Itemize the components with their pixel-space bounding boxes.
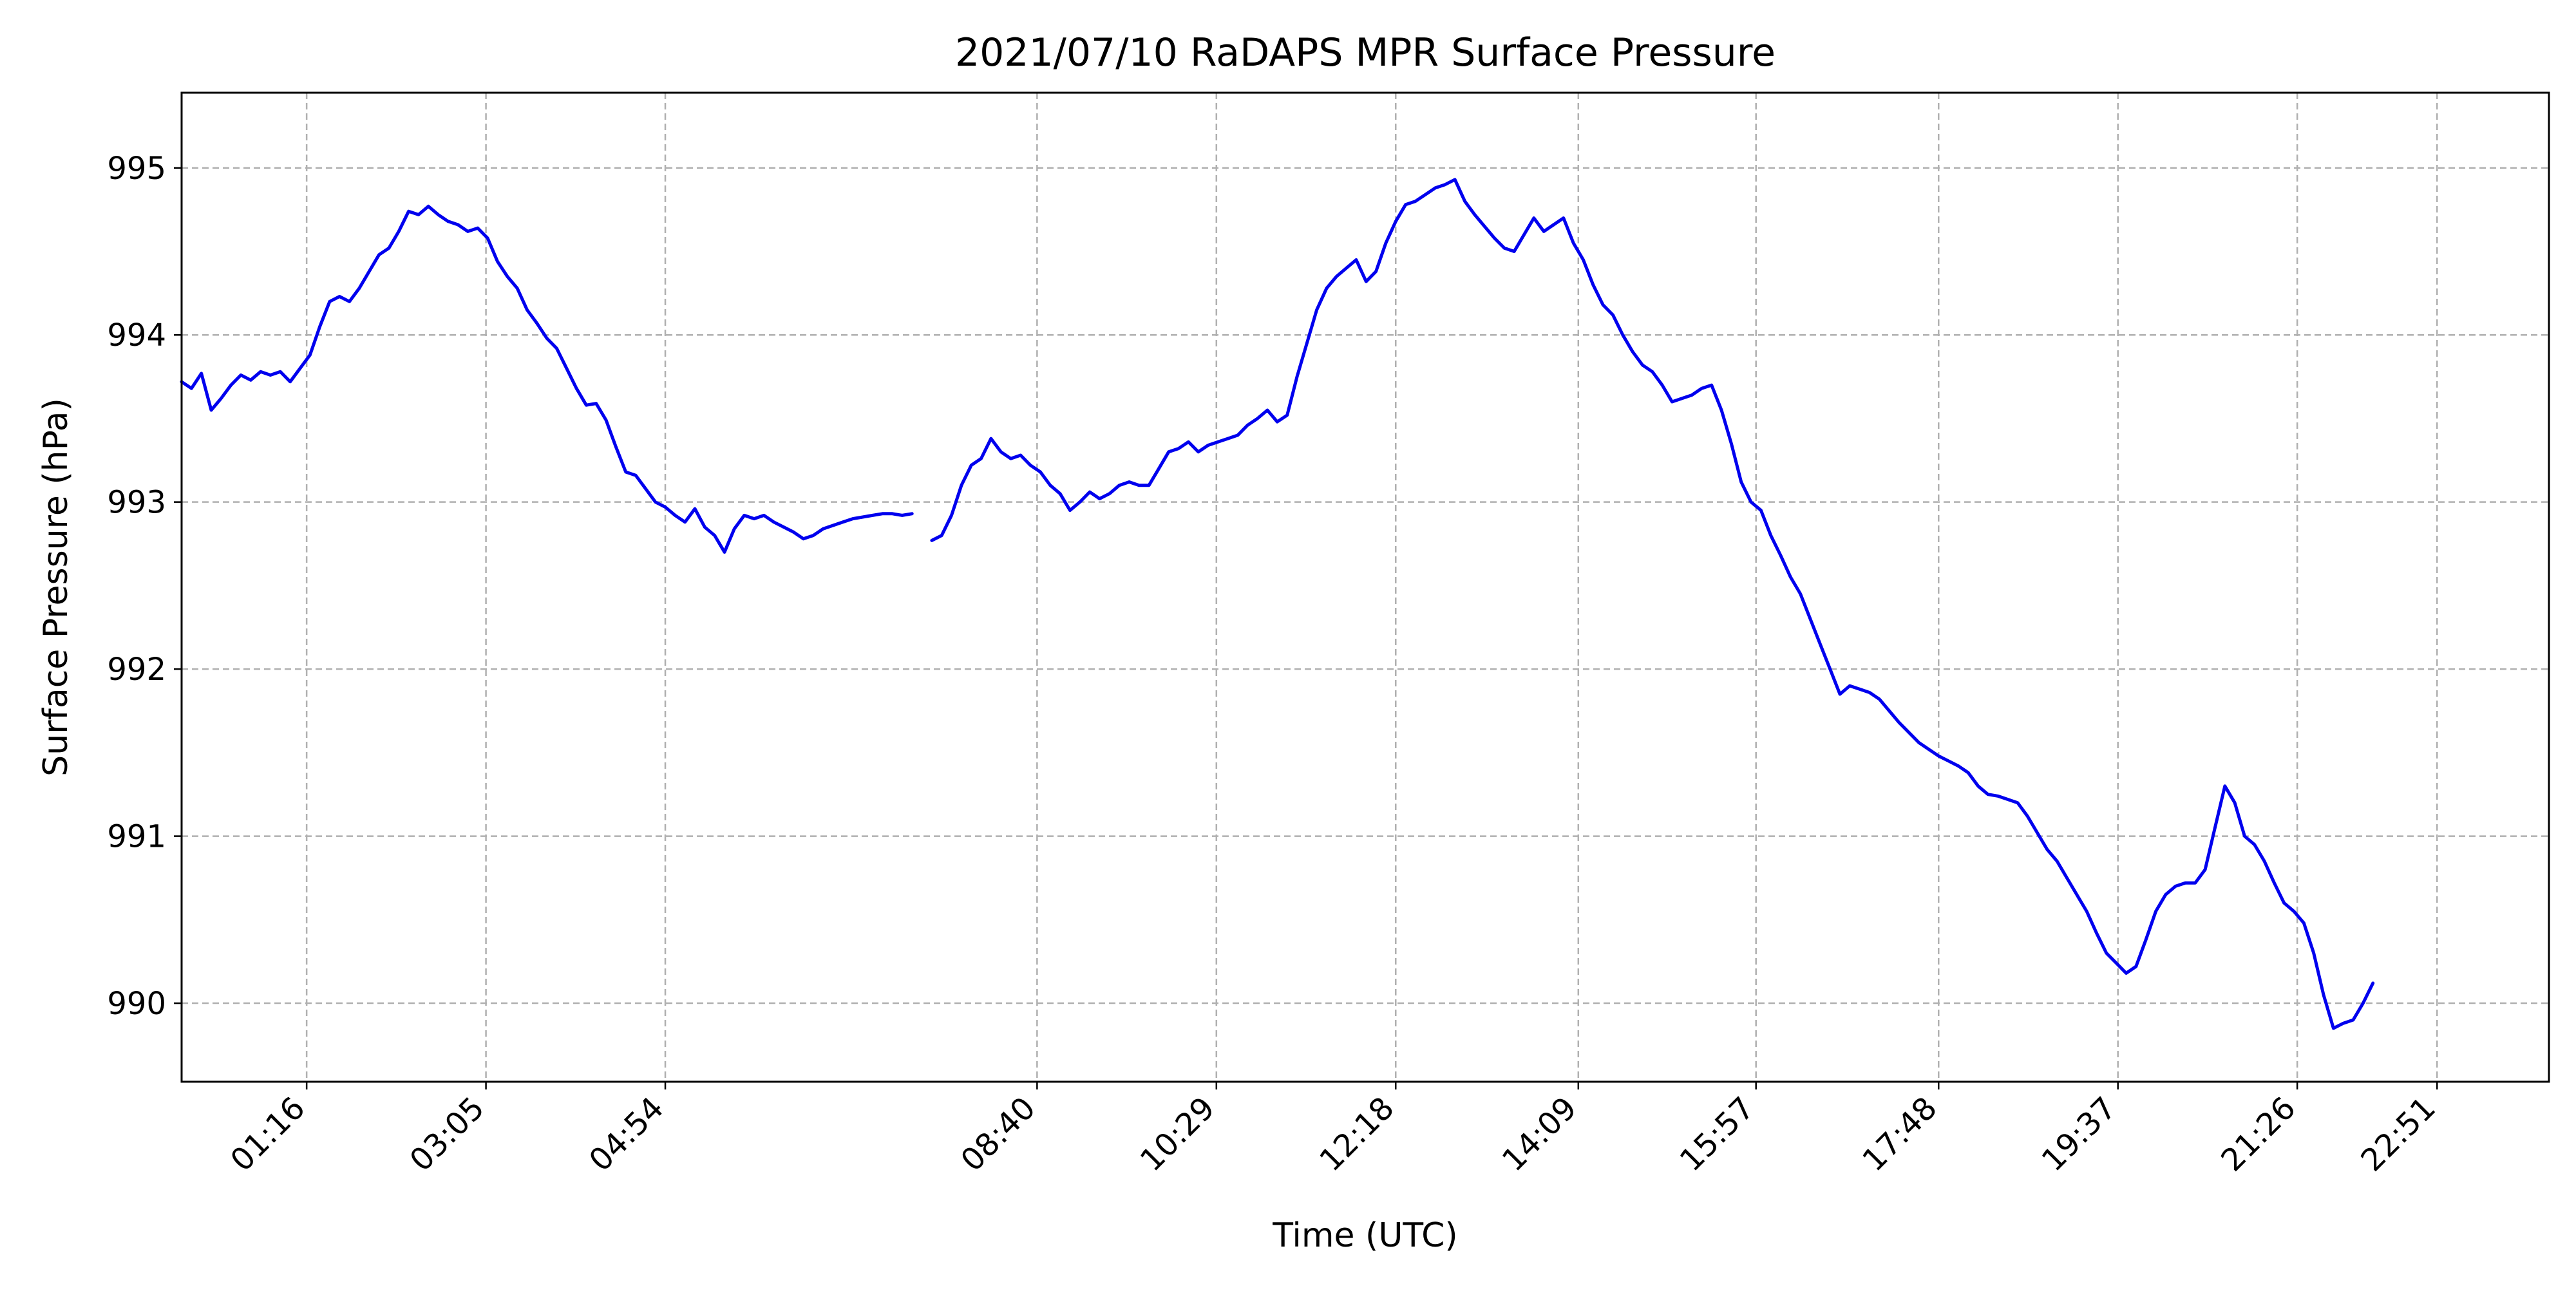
y-axis: 990 991 992 993 994 995: [107, 151, 182, 1022]
chart-title: 2021/07/10 RaDAPS MPR Surface Pressure: [955, 30, 1776, 75]
data-series: [180, 178, 2375, 1030]
y-tick-label: 991: [107, 819, 166, 855]
y-tick-label: 990: [107, 986, 166, 1022]
y-tick-label: 993: [107, 485, 166, 521]
plot-frame: [180, 91, 2550, 1083]
y-tick-label: 995: [107, 151, 166, 187]
grid-lines: [182, 93, 2549, 1082]
surface-pressure-line-segment: [180, 204, 914, 554]
y-tick-label: 992: [107, 652, 166, 688]
x-axis-label: Time (UTC): [1272, 1216, 1457, 1255]
surface-pressure-line-segment: [930, 178, 2375, 1030]
y-tick-label: 994: [107, 317, 166, 353]
y-axis-label: Surface Pressure (hPa): [37, 398, 75, 777]
